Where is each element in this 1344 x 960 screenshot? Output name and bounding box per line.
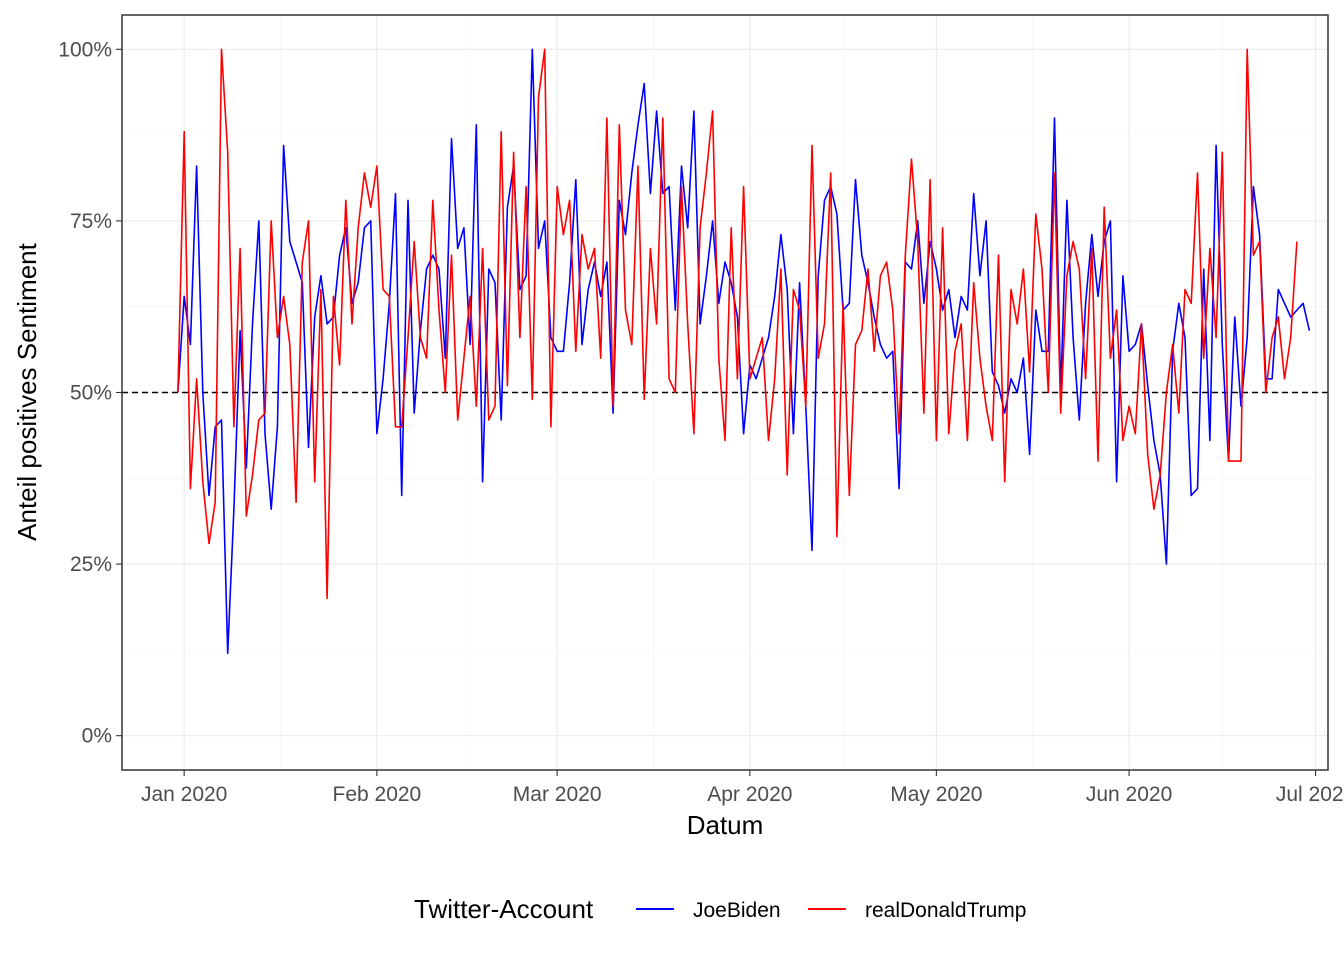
legend: Twitter-Account JoeBiden realDonaldTrump (414, 894, 1026, 924)
x-axis-title: Datum (687, 810, 764, 840)
y-axis-title: Anteil positives Sentiment (12, 242, 42, 540)
y-tick-label: 75% (70, 210, 112, 233)
series-layer (177, 48, 1311, 655)
x-tick-label: Jun 2020 (1086, 783, 1172, 806)
y-tick-label: 50% (70, 382, 112, 405)
legend-label-joebiden: JoeBiden (693, 899, 781, 922)
x-tick-label: Feb 2020 (333, 783, 422, 806)
y-tick-label: 100% (58, 38, 112, 61)
legend-label-realdonaldtrump: realDonaldTrump (865, 899, 1026, 922)
x-axis: Jan 2020 Feb 2020 Mar 2020 Apr 2020 May 2020… (141, 770, 1344, 806)
x-tick-label: May 2020 (890, 783, 982, 806)
series-line-joebiden (177, 48, 1311, 655)
series-line-realdonaldtrump (177, 48, 1298, 600)
y-axis: 0% 25% 50% 75% 100% (58, 38, 122, 748)
y-tick-label: 0% (82, 725, 112, 748)
x-tick-label: Mar 2020 (513, 783, 602, 806)
x-tick-label: Apr 2020 (707, 783, 792, 806)
y-tick-label: 25% (70, 553, 112, 576)
legend-title: Twitter-Account (414, 894, 594, 924)
x-tick-label: Jan 2020 (141, 783, 227, 806)
x-tick-label: Jul 2020 (1276, 783, 1344, 806)
